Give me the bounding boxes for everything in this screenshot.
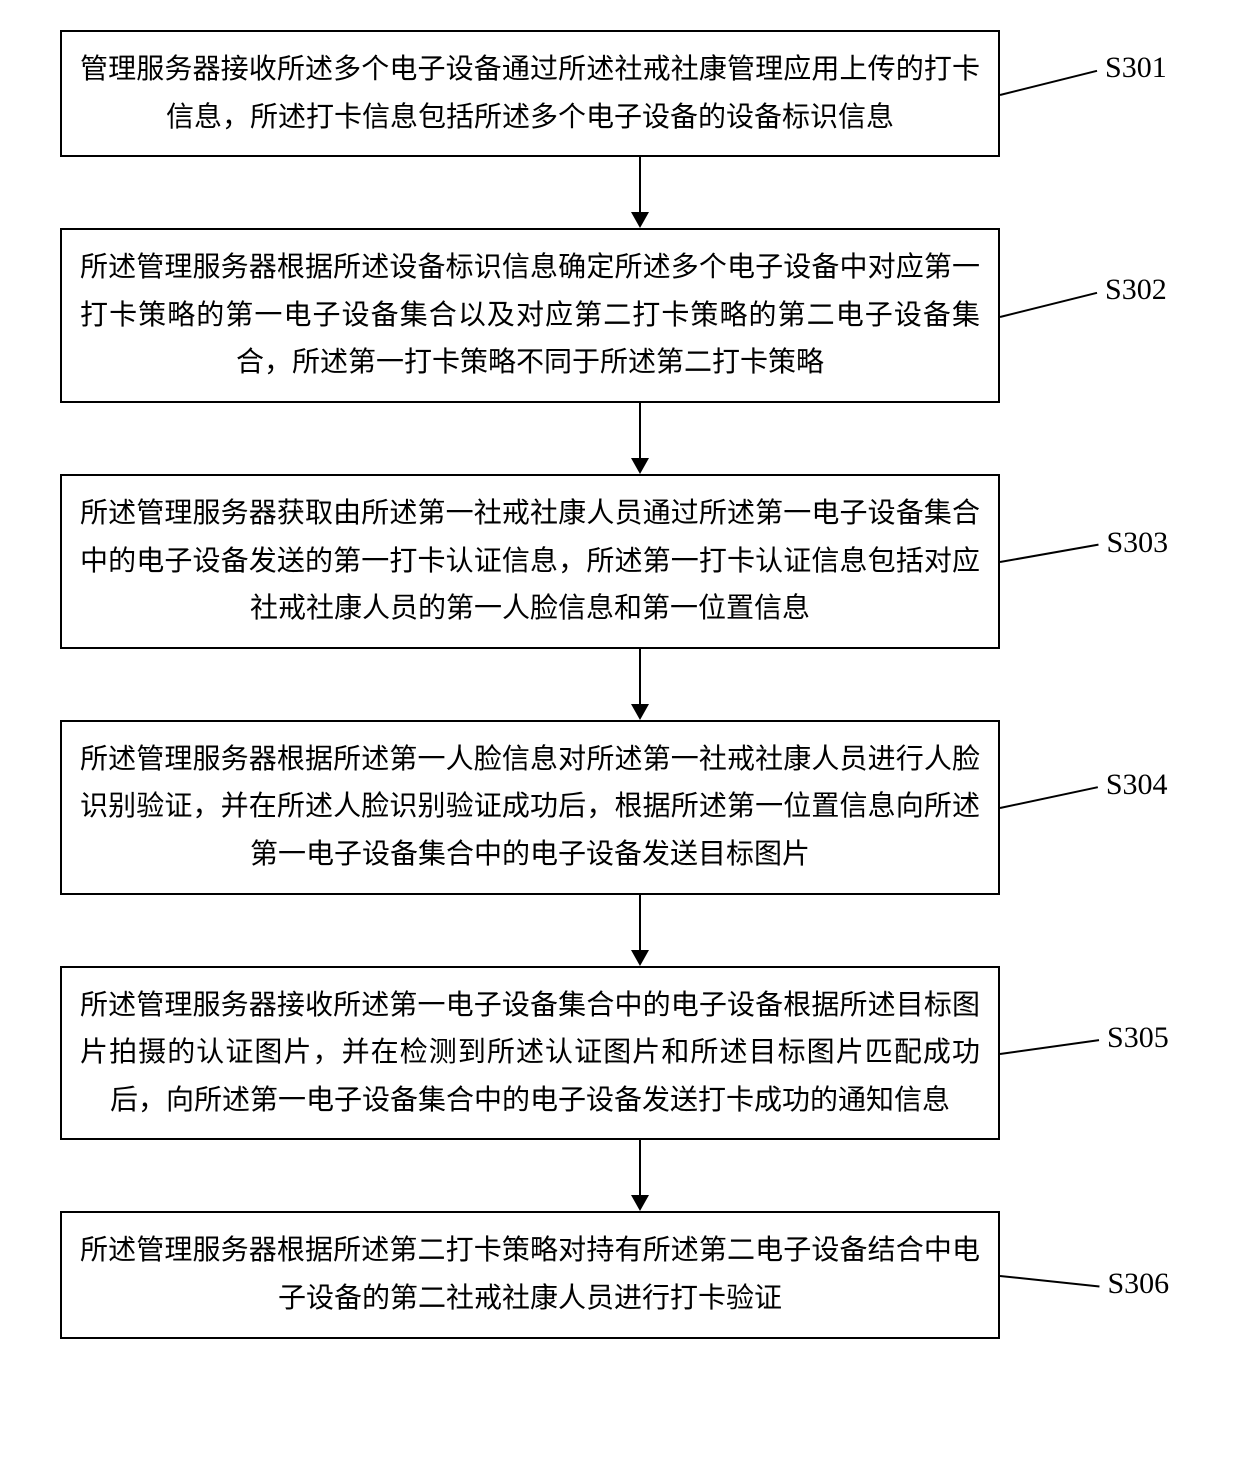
flow-step-box: 所述管理服务器根据所述第一人脸信息对所述第一社戒社康人员进行人脸识别验证，并在所… bbox=[60, 720, 1000, 895]
flow-step-box: 所述管理服务器根据所述第二打卡策略对持有所述第二电子设备结合中电子设备的第二社戒… bbox=[60, 1211, 1000, 1338]
step-label: S306 bbox=[1107, 1267, 1169, 1301]
flow-arrow bbox=[170, 403, 1110, 474]
step-label: S301 bbox=[1105, 51, 1167, 85]
lead-line bbox=[1000, 291, 1098, 317]
flow-step-text: 所述管理服务器根据所述设备标识信息确定所述多个电子设备中对应第一打卡策略的第一电… bbox=[80, 244, 980, 387]
lead-line bbox=[1000, 786, 1098, 809]
step-label: S305 bbox=[1107, 1021, 1169, 1055]
arrow-head-icon bbox=[631, 950, 649, 966]
flow-arrow bbox=[170, 157, 1110, 228]
lead-line bbox=[1000, 544, 1099, 563]
arrow-head-icon bbox=[631, 212, 649, 228]
arrow-head-icon bbox=[631, 458, 649, 474]
flow-arrow bbox=[170, 649, 1110, 720]
flow-step-text: 所述管理服务器根据所述第二打卡策略对持有所述第二电子设备结合中电子设备的第二社戒… bbox=[80, 1227, 980, 1322]
arrow-shaft bbox=[639, 895, 641, 951]
lead-line bbox=[1000, 69, 1098, 95]
arrow-shaft bbox=[639, 157, 641, 213]
flow-step-text: 所述管理服务器接收所述第一电子设备集合中的电子设备根据所述目标图片拍摄的认证图片… bbox=[80, 982, 980, 1125]
flow-step-text: 管理服务器接收所述多个电子设备通过所述社戒社康管理应用上传的打卡信息，所述打卡信… bbox=[80, 46, 980, 141]
arrow-head-icon bbox=[631, 704, 649, 720]
flow-arrow bbox=[170, 1140, 1110, 1211]
flow-step-row: 所述管理服务器获取由所述第一社戒社康人员通过所述第一电子设备集合中的电子设备发送… bbox=[20, 474, 1220, 649]
flow-step-row: 管理服务器接收所述多个电子设备通过所述社戒社康管理应用上传的打卡信息，所述打卡信… bbox=[20, 30, 1220, 157]
flow-step-row: 所述管理服务器根据所述设备标识信息确定所述多个电子设备中对应第一打卡策略的第一电… bbox=[20, 228, 1220, 403]
arrow-shaft bbox=[639, 1140, 641, 1196]
flow-arrow bbox=[170, 895, 1110, 966]
flow-step-box: 所述管理服务器根据所述设备标识信息确定所述多个电子设备中对应第一打卡策略的第一电… bbox=[60, 228, 1000, 403]
flow-step-box: 所述管理服务器获取由所述第一社戒社康人员通过所述第一电子设备集合中的电子设备发送… bbox=[60, 474, 1000, 649]
flowchart-container: 管理服务器接收所述多个电子设备通过所述社戒社康管理应用上传的打卡信息，所述打卡信… bbox=[20, 30, 1220, 1339]
step-label: S303 bbox=[1106, 526, 1168, 560]
flow-step-box: 所述管理服务器接收所述第一电子设备集合中的电子设备根据所述目标图片拍摄的认证图片… bbox=[60, 966, 1000, 1141]
arrow-shaft bbox=[639, 403, 641, 459]
flow-step-text: 所述管理服务器获取由所述第一社戒社康人员通过所述第一电子设备集合中的电子设备发送… bbox=[80, 490, 980, 633]
step-label: S302 bbox=[1105, 273, 1167, 307]
flow-step-row: 所述管理服务器根据所述第一人脸信息对所述第一社戒社康人员进行人脸识别验证，并在所… bbox=[20, 720, 1220, 895]
flow-step-row: 所述管理服务器接收所述第一电子设备集合中的电子设备根据所述目标图片拍摄的认证图片… bbox=[20, 966, 1220, 1141]
lead-line bbox=[1000, 1039, 1099, 1055]
flow-step-box: 管理服务器接收所述多个电子设备通过所述社戒社康管理应用上传的打卡信息，所述打卡信… bbox=[60, 30, 1000, 157]
arrow-shaft bbox=[639, 649, 641, 705]
flow-step-row: 所述管理服务器根据所述第二打卡策略对持有所述第二电子设备结合中电子设备的第二社戒… bbox=[20, 1211, 1220, 1338]
flow-step-text: 所述管理服务器根据所述第一人脸信息对所述第一社戒社康人员进行人脸识别验证，并在所… bbox=[80, 736, 980, 879]
step-label: S304 bbox=[1106, 768, 1168, 802]
lead-line bbox=[1000, 1275, 1100, 1287]
arrow-head-icon bbox=[631, 1195, 649, 1211]
